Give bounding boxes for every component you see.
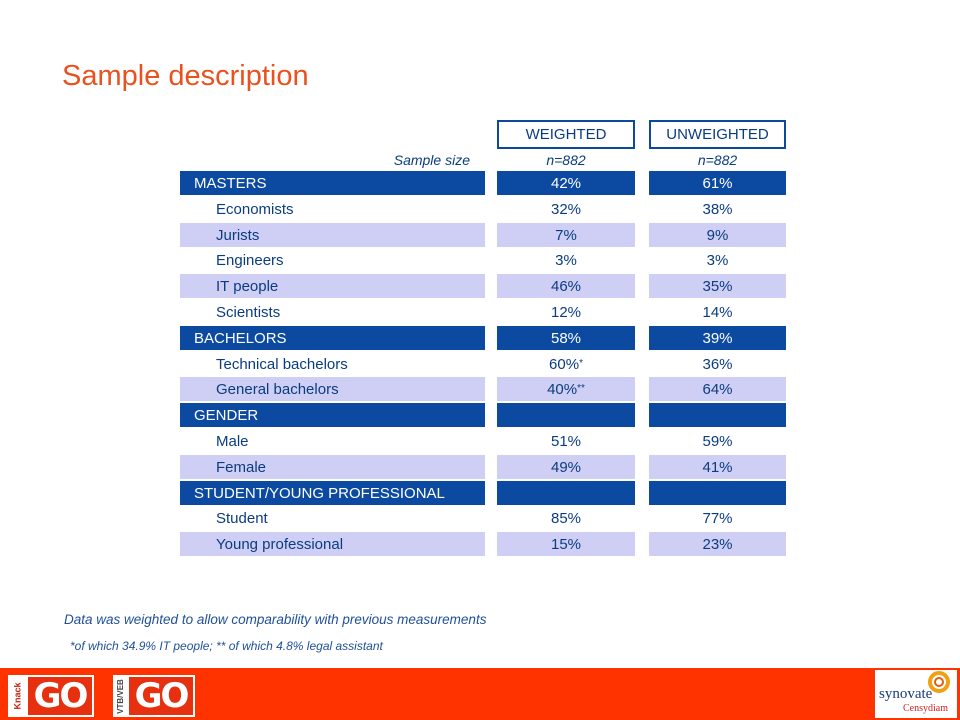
weighted-value-economists: 32% bbox=[497, 197, 635, 221]
weighted-value-text: 85% bbox=[550, 509, 582, 527]
row-label-young-professional: Young professional bbox=[180, 532, 485, 556]
synovate-brand: synovate bbox=[879, 686, 933, 702]
row-label-it-people: IT people bbox=[180, 274, 485, 298]
weighted-value-student-young-professional bbox=[497, 481, 635, 505]
weighted-value-text: 42% bbox=[550, 174, 582, 192]
go-logo: GO bbox=[26, 675, 94, 717]
unweighted-value-gender bbox=[649, 403, 786, 427]
weighted-value-technical-bachelors: 60% * bbox=[497, 352, 635, 376]
row-label-jurists: Jurists bbox=[180, 223, 485, 247]
weighted-value-jurists: 7% bbox=[497, 223, 635, 247]
vtb-logo: VTB/VEB bbox=[113, 675, 127, 717]
weighted-value-young-professional: 15% bbox=[497, 532, 635, 556]
weighting-note: Data was weighted to allow comparability… bbox=[64, 612, 487, 627]
weighted-value-text: 51% bbox=[550, 432, 582, 450]
synovate-sub: Censydiam bbox=[903, 703, 948, 714]
weighted-value-text: 7% bbox=[555, 226, 577, 244]
row-label-male: Male bbox=[180, 429, 485, 453]
weighted-value-text: 40% bbox=[547, 380, 578, 398]
row-label-technical-bachelors: Technical bachelors bbox=[180, 352, 485, 376]
weighted-value-bachelors: 58% bbox=[497, 326, 635, 350]
sample-size-label: Sample size bbox=[393, 152, 470, 168]
weighted-value-female: 49% bbox=[497, 455, 635, 479]
row-label-bachelors: BACHELORS bbox=[180, 326, 485, 350]
unweighted-value-technical-bachelors: 36% bbox=[649, 352, 786, 376]
sample-size-weighted: n=882 bbox=[546, 152, 586, 168]
weighted-value-general-bachelors: 40% ** bbox=[497, 377, 635, 401]
row-label-masters: MASTERS bbox=[180, 171, 485, 195]
footnote: *of which 34.9% IT people; ** of which 4… bbox=[70, 639, 383, 653]
sample-size-unweighted: n=882 bbox=[697, 152, 738, 168]
unweighted-value-student: 77% bbox=[649, 506, 786, 530]
weighted-value-text: 32% bbox=[550, 200, 582, 218]
knack-logo: Knack bbox=[8, 675, 26, 717]
unweighted-header-label: UNWEIGHTED bbox=[666, 126, 769, 143]
weighted-value-text: 15% bbox=[550, 535, 582, 553]
row-label-gender: GENDER bbox=[180, 403, 485, 427]
weighted-header-label: WEIGHTED bbox=[525, 126, 607, 143]
weighted-header: WEIGHTED bbox=[497, 120, 635, 149]
weighted-value-text: 60% bbox=[549, 355, 580, 373]
row-label-scientists: Scientists bbox=[180, 300, 485, 324]
weighted-value-engineers: 3% bbox=[497, 248, 635, 272]
unweighted-value-it-people: 35% bbox=[649, 274, 786, 298]
weighted-value-text: 49% bbox=[550, 458, 582, 476]
synovate-ring-icon bbox=[928, 671, 950, 693]
page-title: Sample description bbox=[62, 60, 309, 92]
unweighted-value-young-professional: 23% bbox=[649, 532, 786, 556]
unweighted-value-masters: 61% bbox=[649, 171, 786, 195]
weighted-value-it-people: 46% bbox=[497, 274, 635, 298]
row-label-female: Female bbox=[180, 455, 485, 479]
row-label-economists: Economists bbox=[180, 197, 485, 221]
unweighted-value-male: 59% bbox=[649, 429, 786, 453]
row-label-engineers: Engineers bbox=[180, 248, 485, 272]
row-label-student-young-professional: STUDENT/YOUNG PROFESSIONAL bbox=[180, 481, 485, 505]
weighted-value-male: 51% bbox=[497, 429, 635, 453]
unweighted-value-female: 41% bbox=[649, 455, 786, 479]
weighted-value-gender bbox=[497, 403, 635, 427]
unweighted-value-student-young-professional bbox=[649, 481, 786, 505]
unweighted-value-engineers: 3% bbox=[649, 248, 786, 272]
weighted-value-student: 85% bbox=[497, 506, 635, 530]
unweighted-value-scientists: 14% bbox=[649, 300, 786, 324]
weighted-value-text: 46% bbox=[550, 277, 582, 295]
row-label-general-bachelors: General bachelors bbox=[180, 377, 485, 401]
weighted-value-text: 12% bbox=[550, 303, 582, 321]
weighted-value-text: 3% bbox=[555, 251, 577, 269]
synovate-logo: synovate Censydiam bbox=[875, 670, 957, 718]
unweighted-value-bachelors: 39% bbox=[649, 326, 786, 350]
unweighted-value-jurists: 9% bbox=[649, 223, 786, 247]
go-logo-2: GO bbox=[127, 675, 195, 717]
weighted-value-masters: 42% bbox=[497, 171, 635, 195]
unweighted-value-general-bachelors: 64% bbox=[649, 377, 786, 401]
row-label-student: Student bbox=[180, 506, 485, 530]
unweighted-header: UNWEIGHTED bbox=[649, 120, 786, 149]
unweighted-value-economists: 38% bbox=[649, 197, 786, 221]
weighted-value-scientists: 12% bbox=[497, 300, 635, 324]
weighted-value-text: 58% bbox=[550, 329, 582, 347]
